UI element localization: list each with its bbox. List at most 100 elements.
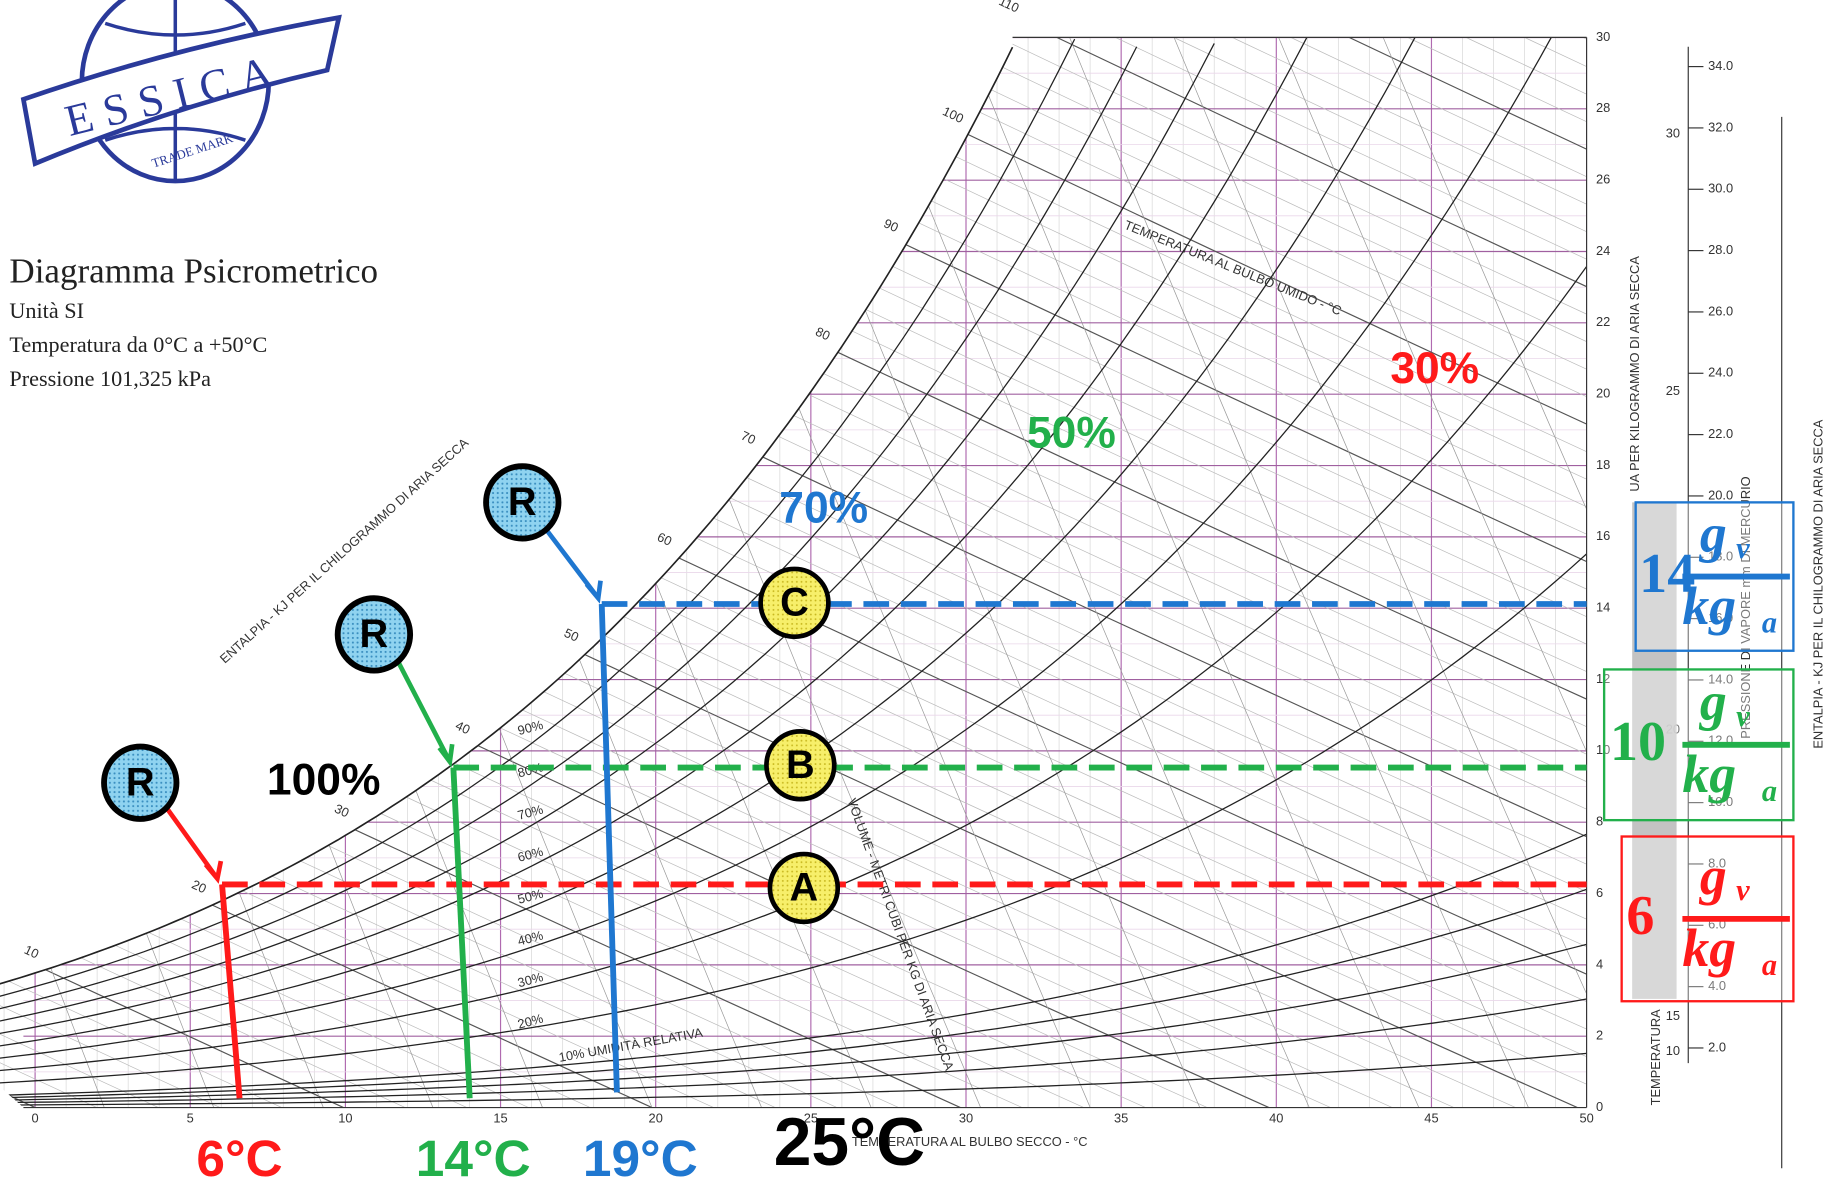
y-tick-label: 6 [1596, 885, 1603, 900]
rh-label: 50% [516, 886, 545, 907]
rh-label: 20% [516, 1011, 545, 1032]
point-label: A [789, 866, 818, 910]
rh-label: 40% [516, 927, 545, 948]
pressure-tick-label: 10.0 [1708, 794, 1733, 809]
y-tick-label: 26 [1596, 172, 1610, 187]
y-tick-label: 8 [1596, 814, 1603, 829]
enthalpy-line [0, 37, 468, 1108]
x-tick-label: 45 [1424, 1111, 1438, 1126]
enthalpy-line [589, 37, 1587, 1108]
y-tick-label: 18 [1596, 457, 1610, 472]
rh-annotation: 30% [1390, 344, 1479, 393]
enthalpy-line [0, 37, 406, 1108]
enthalpy-tick: 20 [190, 877, 209, 897]
enthalpy-line [0, 37, 529, 1108]
enthalpy-line [0, 37, 344, 1108]
pressure-tick-label: 20.0 [1708, 487, 1733, 502]
rh-annotation: 50% [1027, 408, 1116, 457]
enthalpy-line [0, 37, 591, 1108]
enthalpy-line [706, 37, 1587, 1108]
enthalpy-line [764, 37, 1587, 1108]
box-value: 6 [1626, 885, 1654, 947]
enthalpy-tick: 30 [332, 801, 351, 821]
enthalpy-line [0, 37, 97, 1108]
rh-annotation: 70% [779, 483, 868, 532]
pressure-tick-label: 14.0 [1708, 671, 1733, 686]
enthalpy-tick: 60 [655, 529, 674, 549]
saturation-curve [0, 46, 1014, 985]
enthalpy-line [0, 37, 1085, 1108]
point-label: C [780, 581, 809, 625]
pressure-tick-label: 8.0 [1708, 855, 1726, 870]
rh-curve [0, 43, 1215, 1028]
enthalpy-right-label: ENTALPIA - KJ PER IL CHILOGRAMMO DI ARIA… [1810, 419, 1825, 748]
rh-label: 70% [516, 802, 545, 823]
enthalpy-line [0, 37, 776, 1108]
gray-column [1632, 502, 1677, 999]
enthalpy-line [881, 37, 1587, 1108]
volume-line [0, 37, 324, 1108]
x-tick-label: 35 [1114, 1111, 1128, 1126]
numerator: g [1699, 846, 1727, 906]
green-line [450, 767, 473, 1099]
temp-annotation: 19°C [583, 1129, 698, 1187]
temp-tick-label: 15 [1666, 1008, 1680, 1023]
chart-grid [0, 37, 1587, 1108]
denominator-sub: a [1762, 948, 1777, 982]
temp-annotation: 6°C [196, 1129, 282, 1187]
rh-curve [0, 37, 1417, 1051]
rh-curve [0, 37, 1557, 1062]
enthalpy-tick: 50 [562, 625, 581, 645]
y-tick-label: 24 [1596, 243, 1610, 258]
enthalpy-tick: 70 [739, 428, 758, 448]
temp-annotation: 25°C [774, 1105, 925, 1180]
volume-line [860, 37, 1310, 1108]
enthalpy-line [0, 37, 1146, 1108]
blue-line [598, 603, 620, 1093]
rh-curve [0, 37, 1308, 1039]
red-line [219, 884, 243, 1099]
pressure-tick-label: 2.0 [1708, 1039, 1726, 1054]
pressure-tick-label: 16.0 [1708, 610, 1733, 625]
enthalpy-line [998, 37, 1587, 1108]
subtitle: Pressione 101,325 kPa [9, 366, 211, 391]
enthalpy-line [0, 37, 1587, 1108]
enthalpy-line [0, 37, 961, 1108]
rh-curve [0, 998, 1587, 1104]
volume-line [964, 37, 1420, 1108]
rh-curve [0, 266, 1587, 1074]
enthalpy-line [0, 37, 714, 1108]
temp-annotation: 14°C [416, 1129, 531, 1187]
rh-curve [0, 833, 1587, 1097]
enthalpy-line [647, 37, 1587, 1108]
enthalpy-line [940, 37, 1587, 1108]
r-label: R [360, 612, 389, 656]
enthalpy-tick: 80 [813, 324, 832, 344]
rh-curve [0, 38, 1076, 1004]
enthalpy-line [0, 37, 282, 1108]
y-tick-label: 28 [1596, 100, 1610, 115]
temp-tick-label: 10 [1666, 1043, 1680, 1058]
numerator-sub: v [1736, 873, 1750, 907]
temp-scale-label: TEMPERATURA [1648, 1009, 1663, 1106]
volume-line [1382, 37, 1587, 1108]
arrow [161, 802, 224, 884]
r-label: R [508, 480, 537, 524]
rh-label: 30% [516, 969, 545, 990]
pressure-tick-label: 22.0 [1708, 426, 1733, 441]
volume-line [1278, 37, 1587, 1108]
r-label: R [126, 761, 155, 805]
temp-tick-label: 25 [1666, 383, 1680, 398]
rh-label: 60% [516, 844, 545, 865]
denominator: kg [1682, 744, 1736, 804]
rh-label: 90% [516, 717, 545, 738]
x-tick-label: 30 [959, 1111, 973, 1126]
enthalpy-tick: 100 [940, 103, 966, 126]
enthalpy-line [0, 37, 159, 1108]
y-tick-label: 4 [1596, 956, 1603, 971]
enthalpy-line [1056, 37, 1587, 1108]
x-tick-label: 20 [649, 1111, 663, 1126]
enthalpy-line [1173, 37, 1587, 1108]
subtitle: Temperatura da 0°C a +50°C [9, 332, 267, 357]
